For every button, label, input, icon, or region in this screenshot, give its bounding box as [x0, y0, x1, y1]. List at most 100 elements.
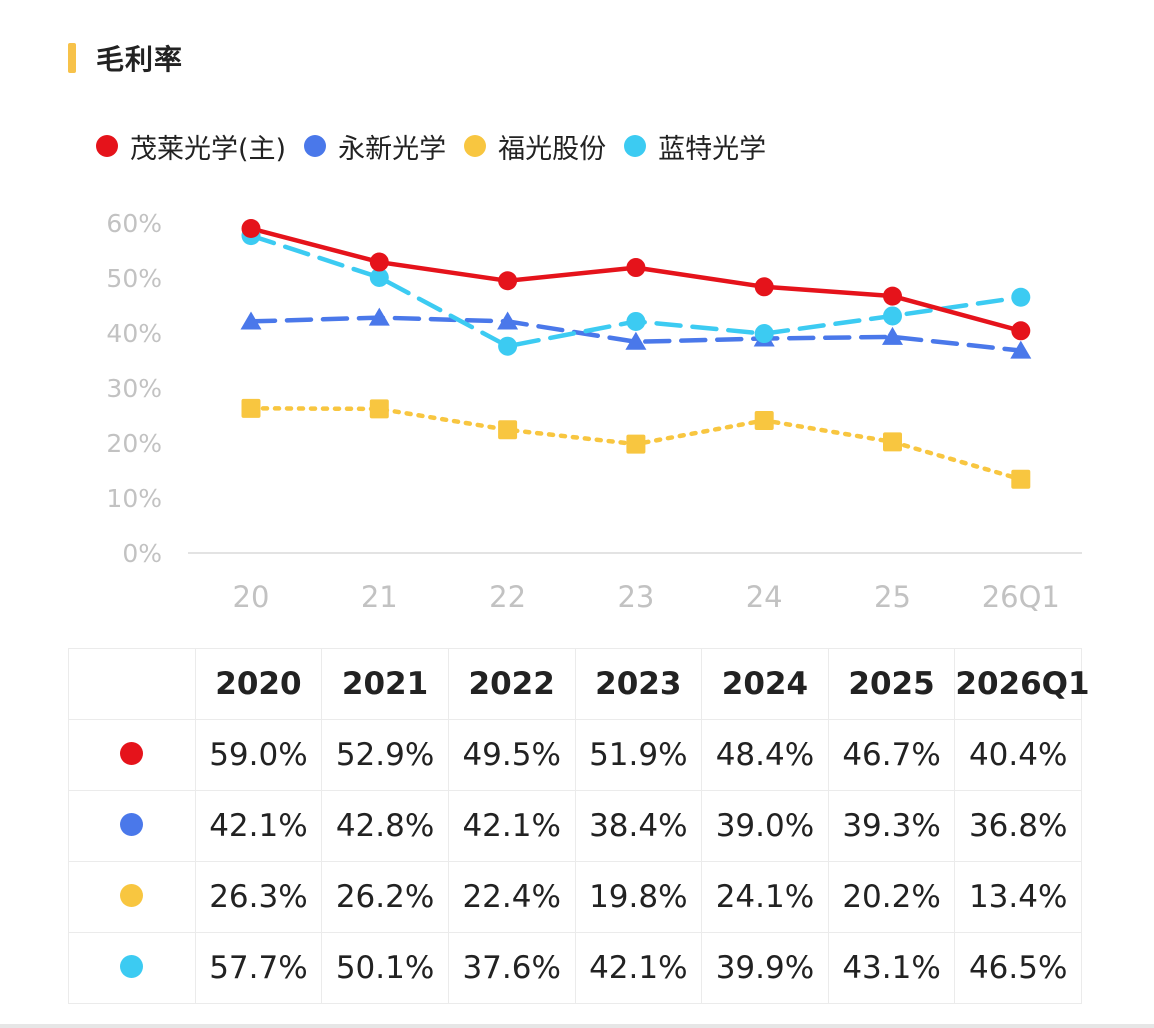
title-accent-bar — [68, 43, 76, 73]
series-marker-cell — [68, 790, 196, 862]
table-cell: 50.1% — [321, 932, 449, 1004]
legend-item-1[interactable]: 永新光学 — [304, 127, 446, 166]
data-point — [754, 277, 774, 297]
table-cell: 26.2% — [321, 861, 449, 933]
legend-label-2: 福光股份 — [498, 133, 607, 165]
row-marker-3 — [120, 955, 144, 978]
data-point — [369, 252, 389, 272]
data-point — [754, 410, 774, 430]
table-cell: 39.9% — [701, 932, 829, 1004]
y-tick-label: 20% — [106, 429, 162, 458]
data-table: 2020 2021 2022 2023 2024 2025 2026Q1 59.… — [68, 648, 1090, 1004]
data-point — [883, 432, 902, 452]
legend-item-0[interactable]: 茂莱光学(主) — [96, 127, 286, 166]
table-cell: 59.0% — [194, 719, 323, 791]
table-header-cell: 2020 — [194, 648, 323, 720]
table-cell: 38.4% — [574, 790, 703, 862]
data-point — [368, 307, 390, 326]
table-row: 42.1% 42.8% 42.1% 38.4% 39.0% 39.3% 36.8… — [68, 790, 1082, 862]
data-point — [498, 420, 518, 440]
data-point — [240, 311, 262, 330]
table-cell: 43.1% — [827, 932, 956, 1004]
series-marker-cell — [68, 719, 196, 791]
row-marker-1 — [120, 813, 144, 836]
table-cell: 20.2% — [827, 861, 956, 933]
legend-label-0: 茂莱光学(主) — [130, 133, 287, 165]
table-cell: 51.9% — [574, 719, 703, 791]
data-point — [1010, 340, 1032, 359]
y-tick-label: 10% — [106, 484, 162, 513]
table-cell: 49.5% — [447, 719, 576, 791]
line-chart: 0% 10% 20% 30% 40% 50% 60% 20 21 22 23 24 25 26Q1 — [106, 209, 1082, 614]
table-row: 59.0% 52.9% 49.5% 51.9% 48.4% 46.7% 40.4… — [68, 719, 1082, 791]
table-row: 26.3% 26.2% 22.4% 19.8% 24.1% 20.2% 13.4… — [68, 861, 1082, 933]
table-corner-cell — [68, 648, 196, 720]
row-marker-0 — [120, 742, 144, 765]
x-tick-label: 25 — [874, 580, 911, 614]
table-header-cell: 2026Q1 — [954, 648, 1090, 720]
x-tick-label: 26Q1 — [982, 580, 1060, 614]
legend-marker-1 — [304, 135, 327, 157]
section-header: 毛利率 — [68, 38, 183, 78]
table-cell: 22.4% — [447, 861, 576, 933]
table-cell: 37.6% — [447, 932, 576, 1004]
x-tick-label: 20 — [233, 580, 270, 614]
data-point — [497, 311, 519, 330]
table-cell: 40.4% — [954, 719, 1082, 791]
table-cell: 42.8% — [321, 790, 449, 862]
table-cell: 19.8% — [574, 861, 703, 933]
table-header-cell: 2023 — [574, 648, 703, 720]
data-point — [369, 399, 389, 419]
table-cell: 24.1% — [701, 861, 829, 933]
x-tick-label: 22 — [489, 580, 526, 614]
bottom-divider — [0, 1024, 1154, 1028]
table-cell: 46.7% — [827, 719, 956, 791]
data-point — [498, 336, 518, 356]
y-tick-label: 50% — [106, 264, 162, 293]
series-marker-cell — [68, 932, 196, 1004]
table-cell: 13.4% — [954, 861, 1082, 933]
data-point — [625, 331, 647, 350]
legend-item-2[interactable]: 福光股份 — [464, 127, 606, 166]
table-header-row: 2020 2021 2022 2023 2024 2025 2026Q1 — [68, 648, 1090, 720]
legend-marker-3 — [624, 135, 647, 157]
y-tick-label: 0% — [122, 539, 162, 568]
data-point — [883, 306, 902, 326]
data-point — [1011, 469, 1031, 489]
data-point — [882, 326, 903, 345]
y-tick-label: 60% — [106, 209, 162, 238]
row-marker-2 — [120, 884, 144, 907]
x-tick-label: 23 — [617, 580, 654, 614]
table-cell: 46.5% — [954, 932, 1082, 1004]
legend-label-1: 永新光学 — [338, 133, 447, 165]
table-cell: 39.0% — [701, 790, 829, 862]
table-header-cell: 2021 — [321, 648, 449, 720]
x-tick-label: 21 — [361, 580, 398, 614]
legend-marker-0 — [96, 135, 118, 157]
table-cell: 42.1% — [194, 790, 323, 862]
table-header-cell: 2024 — [701, 648, 829, 720]
table-cell: 42.1% — [447, 790, 576, 862]
table-cell: 39.3% — [827, 790, 956, 862]
table-row: 57.7% 50.1% 37.6% 42.1% 39.9% 43.1% 46.5… — [68, 932, 1082, 1004]
data-point — [1011, 287, 1031, 307]
y-tick-label: 40% — [106, 319, 162, 348]
chart-title: 毛利率 — [96, 43, 184, 76]
data-point — [626, 311, 646, 331]
data-point — [241, 219, 261, 238]
series-marker-cell — [68, 861, 196, 933]
table-header-cell: 2025 — [827, 648, 956, 720]
table-cell: 48.4% — [701, 719, 829, 791]
legend-marker-2 — [464, 135, 487, 157]
table-cell: 26.3% — [194, 861, 323, 933]
data-point — [754, 324, 774, 344]
data-point — [1011, 321, 1031, 341]
legend: 茂莱光学(主) 永新光学 福光股份 蓝特光学 — [96, 124, 784, 168]
table-cell: 57.7% — [194, 932, 323, 1004]
table-cell: 52.9% — [321, 719, 449, 791]
legend-item-3[interactable]: 蓝特光学 — [624, 127, 766, 166]
x-tick-label: 24 — [746, 580, 783, 614]
data-point — [241, 398, 261, 418]
table-header-cell: 2022 — [447, 648, 576, 720]
table-cell: 36.8% — [954, 790, 1082, 862]
